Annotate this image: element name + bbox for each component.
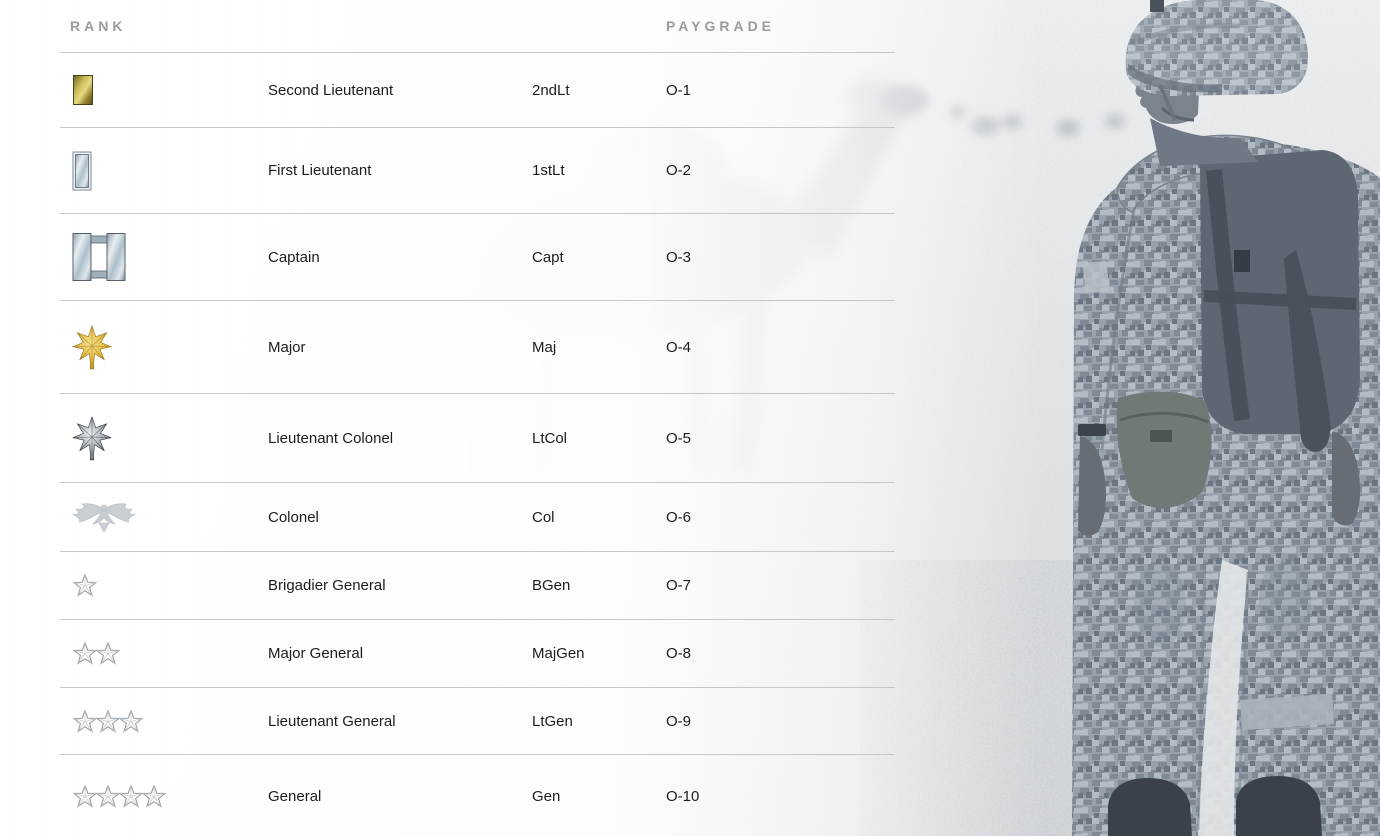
rank-abbr: Capt [532,248,564,266]
rank-abbr: Col [532,508,555,526]
rank-column-header: RANK [70,18,127,34]
rank-paygrade: O-6 [666,508,692,526]
rank-abbr: MajGen [532,645,585,662]
gold-oak-leaf-icon [72,324,112,369]
rank-row-general: General Gen O-10 [60,755,895,836]
rank-row-lieutenant-general: Lieutenant General LtGen O-9 [60,688,895,755]
rank-abbr: Maj [532,338,557,356]
rank-paygrade: O-2 [666,162,692,179]
two-silver-stars-icon [73,642,120,664]
rank-paygrade: O-4 [666,338,692,356]
rank-row-first-lieutenant: First Lieutenant 1stLt O-2 [60,128,895,214]
three-silver-stars-icon [73,709,143,732]
rank-name: Lieutenant General [268,712,396,730]
rank-paygrade: O-9 [666,712,692,730]
rank-name: Captain [268,248,320,266]
rank-row-captain: Captain Capt O-3 [60,214,895,301]
rank-paygrade: O-5 [666,429,692,447]
rank-name: General [268,787,322,805]
rank-name: Second Lieutenant [268,81,394,99]
rank-paygrade: O-1 [666,81,692,99]
rank-name: Brigadier General [268,577,386,594]
rank-paygrade: O-7 [666,577,692,594]
rank-row-major: Major Maj O-4 [60,301,895,394]
rank-name: Major General [268,645,364,662]
rank-abbr: Gen [532,787,561,805]
one-silver-star-icon [73,574,97,596]
silver-eagle-icon [72,503,136,533]
rank-paygrade: O-10 [666,787,700,805]
marine-figure [1072,0,1380,836]
four-silver-stars-icon [73,784,166,807]
rank-row-lieutenant-colonel: Lieutenant Colonel LtCol O-5 [60,394,895,483]
gold-bar-icon [73,75,93,105]
rank-abbr: LtGen [532,712,573,730]
rank-abbr: BGen [532,577,571,594]
double-silver-bars-icon [72,233,126,281]
rank-row-second-lieutenant: Second Lieutenant 2ndLt O-1 [60,53,895,128]
rank-name: Lieutenant Colonel [268,429,394,447]
paygrade-column-header: PAYGRADE [666,18,776,34]
table-header: RANK PAYGRADE [60,0,895,53]
rank-row-major-general: Major General MajGen O-8 [60,620,895,688]
rank-abbr: LtCol [532,429,568,447]
rank-name: First Lieutenant [268,162,372,179]
silver-bar-icon [72,151,92,190]
table-body: Second Lieutenant 2ndLt O-1 First Lieute… [60,53,895,836]
rank-table: RANK PAYGRADE Second Lieutenant 2ndLt O-… [60,0,895,836]
rank-paygrade: O-3 [666,248,692,266]
rank-paygrade: O-8 [666,645,692,662]
silver-oak-leaf-icon [72,415,112,460]
rank-row-colonel: Colonel Col O-6 [60,483,895,552]
rank-abbr: 2ndLt [532,81,570,99]
rank-row-brigadier-general: Brigadier General BGen O-7 [60,552,895,620]
rank-abbr: 1stLt [532,162,565,179]
rank-name: Major [268,338,306,356]
rank-name: Colonel [268,508,319,526]
